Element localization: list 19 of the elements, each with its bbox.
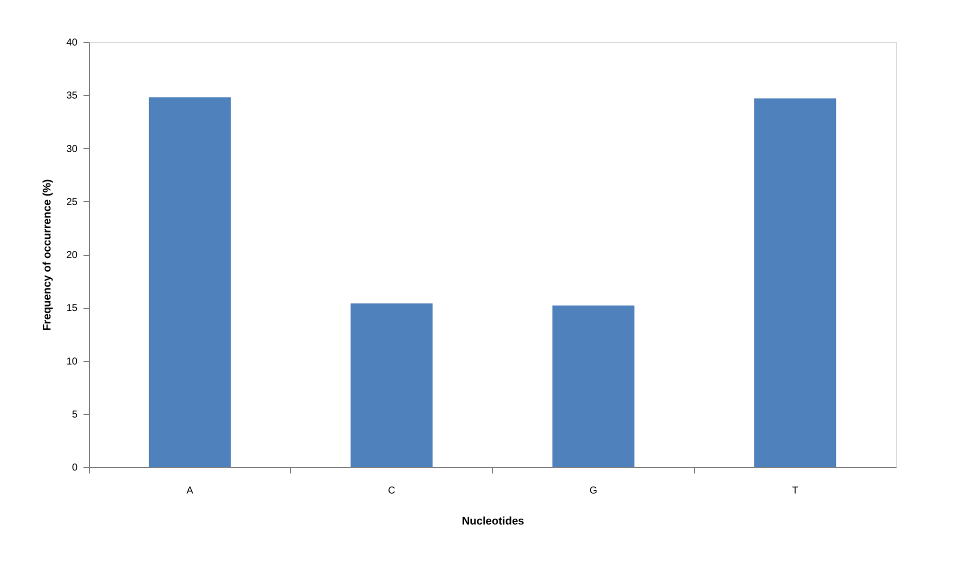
bar — [350, 303, 433, 467]
x-tick-label: T — [792, 486, 798, 496]
y-tick-label: 15 — [66, 303, 78, 314]
bar — [754, 98, 836, 467]
y-tick-label: 40 — [66, 38, 78, 48]
y-tick-label: 30 — [66, 144, 78, 155]
x-axis-title: Nucleotides — [462, 516, 524, 528]
y-tick-label: 20 — [66, 250, 78, 261]
y-tick-label: 5 — [72, 409, 78, 420]
x-tick-label: A — [186, 486, 194, 496]
y-axis-title: Frequency of occurrence (%) — [41, 178, 54, 331]
bar — [148, 97, 231, 467]
y-tick-label: 10 — [66, 356, 78, 368]
y-tick-label: 25 — [66, 196, 78, 208]
y-tick-label: 0 — [72, 462, 78, 474]
x-tick-label: G — [589, 486, 598, 496]
y-tick-label: 35 — [66, 90, 78, 102]
x-tick-label: C — [388, 486, 396, 496]
bar — [552, 306, 634, 467]
